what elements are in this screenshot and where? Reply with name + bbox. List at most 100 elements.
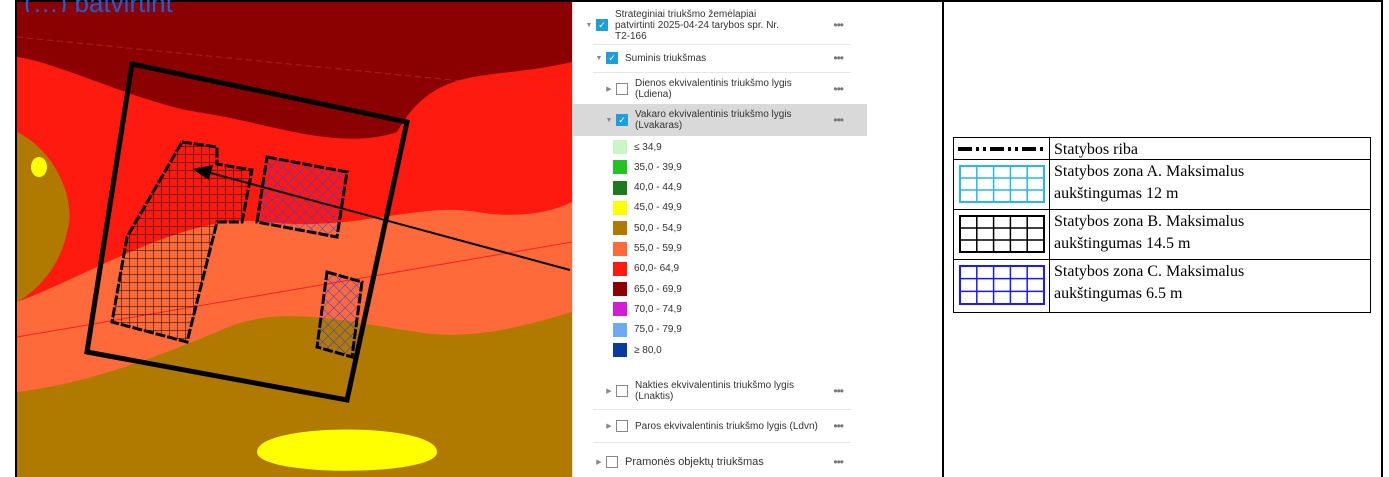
legend-text-line-2: aukštingumas 14.5 m <box>1054 235 1191 252</box>
legend-swatch <box>613 322 627 337</box>
legend-item: 65,0 - 69,9 <box>613 282 682 297</box>
table-border-mid <box>942 0 944 477</box>
legend-item: 40,0 - 44,9 <box>613 180 682 195</box>
more-options-icon[interactable]: ••• <box>833 455 844 469</box>
legend-label: 45,0 - 49,9 <box>634 202 682 214</box>
boundary-line-dashed <box>17 36 572 93</box>
legend-label: 75,0 - 79,9 <box>634 324 682 336</box>
layer-label: Vakaro ekvivalentinis triukšmo lygis (Lv… <box>635 109 792 131</box>
layer-label: Suminis triukšmas <box>625 52 707 64</box>
legend-item: 55,0 - 59,9 <box>613 241 682 256</box>
divider <box>593 72 851 73</box>
legend-swatch <box>613 343 627 357</box>
chevron-down-icon[interactable]: ▼ <box>605 116 613 124</box>
legend-text: Statybos riba <box>1054 141 1138 158</box>
layer-row-pramones[interactable]: ▶ Pramonės objektų triukšmas ••• <box>573 450 867 474</box>
layer-row-paros[interactable]: ▶ Paros ekvivalentinis triukšmo lygis (L… <box>573 414 867 438</box>
zone-a-grid-symbol <box>954 160 1050 209</box>
legend-item: 35,0 - 39,9 <box>613 160 682 175</box>
top-link-text[interactable]: (…) patvirtint <box>24 0 173 12</box>
legend-text-line-1: Statybos zona B. Maksimalus <box>1054 213 1245 230</box>
pointer-arrow-head <box>192 165 213 180</box>
noise-map-canvas <box>17 2 572 477</box>
more-options-icon[interactable]: ••• <box>833 113 844 127</box>
more-options-icon[interactable]: ••• <box>833 18 844 32</box>
chevron-right-icon[interactable]: ▶ <box>606 423 612 430</box>
layer-label: Paros ekvivalentinis triukšmo lygis (Ldv… <box>635 420 818 432</box>
table-border-right <box>1381 0 1383 477</box>
legend-item: ≥ 80,0 <box>613 343 662 357</box>
legend-label: 55,0 - 59,9 <box>634 243 682 254</box>
more-options-icon[interactable]: ••• <box>833 419 844 433</box>
layer-row-strateginiai[interactable]: ▼ ✓ Strateginiai triukšmo žemėlapiai pat… <box>573 8 867 42</box>
legend-row-zone-c: Statybos zona C. Maksimalus aukštingumas… <box>954 260 1370 312</box>
legend-item: ≤ 34,9 <box>613 140 662 154</box>
legend-swatch <box>613 282 627 297</box>
legend-text-line-2: aukštingumas 12 m <box>1054 185 1179 202</box>
zone-b-grid-symbol <box>954 210 1050 259</box>
chevron-down-icon[interactable]: ▼ <box>595 54 603 62</box>
layer-checkbox[interactable] <box>606 456 618 468</box>
legend-row-zone-b: Statybos zona B. Maksimalus aukštingumas… <box>954 210 1370 260</box>
legend-label: 60,0- 64,9 <box>634 263 680 275</box>
more-options-icon[interactable]: ••• <box>833 51 844 65</box>
legend-item: 70,0 - 74,9 <box>613 302 682 317</box>
pointer-arrow <box>206 171 571 271</box>
layer-checkbox[interactable] <box>616 420 628 432</box>
legend-text-line-1: Statybos zona A. Maksimalus <box>1054 163 1245 180</box>
layer-row-vakaro[interactable]: ▼ ✓ Vakaro ekvivalentinis triukšmo lygis… <box>573 104 867 136</box>
layer-label: Pramonės objektų triukšmas <box>625 455 764 468</box>
legend-swatch <box>613 261 627 276</box>
legend-label: 65,0 - 69,9 <box>634 283 682 295</box>
zone-c-hatch-2 <box>315 270 364 359</box>
chevron-right-icon[interactable]: ▶ <box>596 459 602 466</box>
legend-label: 40,0 - 44,9 <box>634 182 682 194</box>
boundary-line-symbol <box>954 138 1050 159</box>
layer-row-dienos[interactable]: ▶ Dienos ekvivalentinis triukšmo lygis (… <box>573 74 867 104</box>
divider <box>593 409 851 410</box>
chevron-right-icon[interactable]: ▶ <box>606 86 612 93</box>
layer-checkbox[interactable]: ✓ <box>596 19 608 31</box>
zone-c-grid-symbol <box>954 260 1050 312</box>
legend-item: 75,0 - 79,9 <box>613 322 682 337</box>
layer-checkbox[interactable] <box>616 385 628 397</box>
construction-boundary <box>84 61 410 403</box>
layer-checkbox[interactable] <box>616 83 628 95</box>
layer-checkbox[interactable]: ✓ <box>606 52 618 64</box>
layer-checkbox[interactable]: ✓ <box>616 114 628 126</box>
chevron-right-icon[interactable]: ▶ <box>606 388 612 395</box>
legend-item: 45,0 - 49,9 <box>613 200 682 215</box>
layer-label: Dienos ekvivalentinis triukšmo lygis (Ld… <box>635 78 792 100</box>
legend-row-zone-a: Statybos zona A. Maksimalus aukštingumas… <box>954 160 1370 210</box>
boundary-line-red <box>17 241 572 338</box>
zone-45-49-small <box>31 157 47 177</box>
legend-swatch <box>613 302 627 317</box>
more-options-icon[interactable]: ••• <box>833 82 844 96</box>
zone-65-69 <box>17 2 572 139</box>
noise-map[interactable] <box>17 2 572 477</box>
legend-item: 60,0- 64,9 <box>613 261 680 276</box>
zone-50-54-bottom <box>17 312 572 477</box>
zone-50-54-left <box>17 132 70 302</box>
construction-site <box>84 61 571 403</box>
layer-label: Nakties ekvivalentinis triukšmo lygis (L… <box>635 380 794 402</box>
zone-b-hatch <box>110 140 254 344</box>
legend-swatch <box>613 200 627 215</box>
legend-swatch <box>613 180 627 195</box>
layer-label: Strateginiai triukšmo žemėlapiai patvirt… <box>615 8 779 42</box>
layer-row-nakties[interactable]: ▶ Nakties ekvivalentinis triukšmo lygis … <box>573 376 867 406</box>
plan-legend-table: Statybos riba Statybos zona A. Maksimalu… <box>953 137 1371 313</box>
more-options-icon[interactable]: ••• <box>833 384 844 398</box>
table-border-left <box>15 0 17 477</box>
divider <box>593 44 851 45</box>
legend-swatch <box>613 140 627 154</box>
legend-text-line-1: Statybos zona C. Maksimalus <box>1054 263 1245 280</box>
legend-label: 35,0 - 39,9 <box>634 161 682 173</box>
chevron-down-icon[interactable]: ▼ <box>585 21 593 29</box>
zone-45-49-bottom <box>257 429 437 471</box>
table-border-top <box>15 0 1383 2</box>
legend-item: 50,0 - 54,9 <box>613 221 682 236</box>
legend-label: ≥ 80,0 <box>634 344 662 356</box>
layer-row-suminis[interactable]: ▼ ✓ Suminis triukšmas ••• <box>573 46 867 70</box>
legend-label: ≤ 34,9 <box>634 141 662 153</box>
